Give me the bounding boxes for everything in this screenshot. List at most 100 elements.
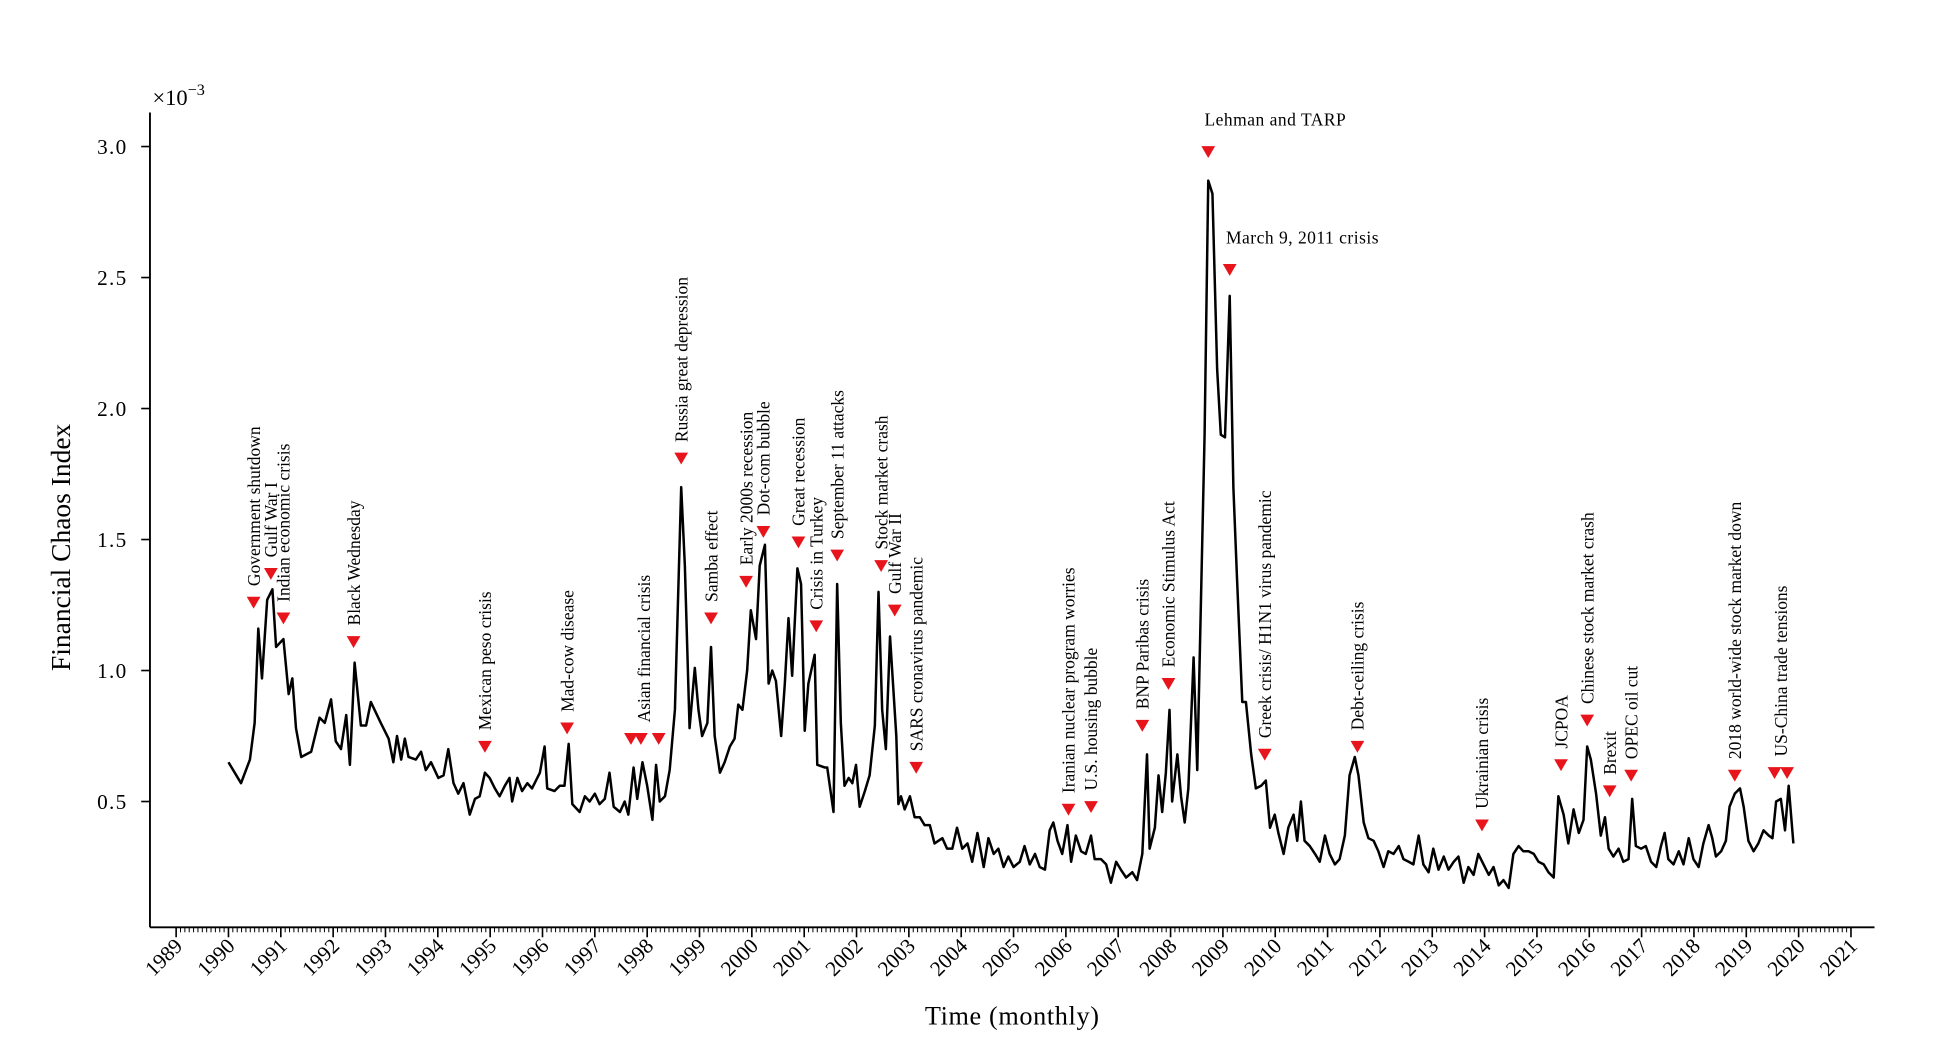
x-tick-label: 2014 bbox=[1449, 934, 1496, 981]
y-tick-label: 1.5 bbox=[97, 528, 127, 552]
x-tick-label: 2010 bbox=[1239, 934, 1286, 981]
event-label: Great recession bbox=[789, 417, 809, 526]
x-tick-label: 2021 bbox=[1815, 934, 1862, 981]
x-tick-label: 2013 bbox=[1396, 934, 1443, 981]
y-multiplier-exponent: −3 bbox=[188, 81, 205, 99]
event-label: Iranian nuclear program worries bbox=[1059, 567, 1079, 793]
event-label: Economic Stimulus Act bbox=[1159, 501, 1179, 667]
event-label: Early 2000s recession bbox=[736, 412, 756, 566]
event-marker bbox=[1061, 803, 1076, 816]
event-marker bbox=[791, 536, 806, 549]
event-label: Greek crisis/ H1N1 virus pandemic bbox=[1255, 490, 1275, 738]
event-label: Chinese stock market crash bbox=[1577, 512, 1597, 704]
event-label: Asian financial crisis bbox=[634, 575, 654, 723]
event-label: JCPOA bbox=[1551, 695, 1571, 749]
event-marker bbox=[674, 452, 689, 465]
y-axis-label: Financial Chaos Index bbox=[46, 423, 76, 671]
event-marker bbox=[1084, 801, 1098, 814]
x-tick-label: 1998 bbox=[611, 934, 658, 981]
event-marker bbox=[634, 733, 648, 745]
event-label: Black Wednesday bbox=[344, 500, 364, 625]
event-label: Mexican peso crisis bbox=[475, 591, 495, 730]
event-marker bbox=[1257, 748, 1272, 761]
x-tick-label: 2002 bbox=[821, 934, 868, 981]
x-tick-label: 1999 bbox=[664, 934, 711, 981]
event-label: Russia great depression bbox=[671, 277, 691, 442]
event-label: Samba effect bbox=[701, 510, 721, 602]
event-marker bbox=[263, 567, 278, 580]
x-tick-label: 2000 bbox=[716, 934, 763, 981]
x-tick-label: 2011 bbox=[1292, 934, 1338, 980]
y-tick-label: 2.0 bbox=[97, 397, 127, 421]
event-label: Indian economic crisis bbox=[274, 443, 294, 601]
event-marker bbox=[246, 596, 261, 609]
y-multiplier: ×10−3 bbox=[152, 81, 204, 110]
x-tick-label: 2012 bbox=[1344, 934, 1391, 981]
event-marker bbox=[276, 612, 291, 625]
event-label: OPEC oil cut bbox=[1621, 666, 1641, 759]
x-tick-label: 1992 bbox=[297, 934, 344, 981]
x-tick-label: 1991 bbox=[245, 934, 292, 981]
event-marker bbox=[909, 761, 924, 774]
event-marker bbox=[756, 526, 771, 538]
x-tick-label: 2008 bbox=[1135, 934, 1182, 981]
x-tick-label: 1993 bbox=[350, 934, 397, 981]
event-marker bbox=[1602, 785, 1617, 798]
x-tick-label: 2001 bbox=[768, 934, 815, 981]
event-marker bbox=[1554, 759, 1568, 772]
event-marker bbox=[1135, 719, 1150, 732]
event-label: Stock market crash bbox=[871, 415, 891, 549]
event-marker bbox=[874, 560, 889, 572]
x-tick-label: 1997 bbox=[559, 934, 606, 981]
event-label: U.S. housing bubble bbox=[1081, 647, 1101, 790]
event-label: 2018 world-wide stock market down bbox=[1725, 501, 1745, 759]
event-label: Dot-com bubble bbox=[754, 401, 774, 515]
event-label: US-China trade tensions bbox=[1771, 585, 1791, 756]
event-label: Debt-ceiling crisis bbox=[1348, 601, 1368, 730]
x-tick-label: 2016 bbox=[1553, 934, 1600, 981]
event-marker bbox=[1780, 767, 1794, 779]
event-label: Gulf War II bbox=[885, 513, 905, 594]
x-tick-label: 1995 bbox=[454, 934, 501, 981]
event-marker bbox=[704, 612, 718, 625]
data-line bbox=[227, 179, 1795, 890]
event-marker bbox=[739, 575, 753, 588]
x-tick-label: 2019 bbox=[1710, 934, 1757, 981]
event-marker bbox=[478, 740, 492, 753]
event-label: SARS cronavirus pandemic bbox=[906, 557, 926, 751]
x-tick-label: 2005 bbox=[978, 934, 1025, 981]
event-marker bbox=[1580, 714, 1595, 727]
event-marker bbox=[1475, 819, 1489, 832]
y-tick-label: 3.0 bbox=[97, 135, 127, 159]
x-tick-label: 2006 bbox=[1030, 934, 1077, 981]
x-tick-label: 1989 bbox=[140, 934, 187, 981]
x-tick-label: 1994 bbox=[402, 934, 449, 981]
event-marker bbox=[1201, 146, 1216, 159]
event-marker bbox=[830, 549, 845, 562]
x-tick-label: 2015 bbox=[1501, 934, 1548, 981]
y-tick-label: 0.5 bbox=[97, 790, 127, 814]
x-tick-label: 2018 bbox=[1658, 934, 1705, 981]
event-marker bbox=[560, 722, 574, 735]
event-label: September 11 attacks bbox=[827, 390, 847, 539]
event-label: Mad-cow disease bbox=[557, 590, 577, 712]
event-marker bbox=[887, 604, 902, 617]
y-tick-label: 1.0 bbox=[97, 659, 127, 683]
x-axis-label: Time (monthly) bbox=[925, 1002, 1100, 1031]
y-multiplier-base: ×10 bbox=[152, 85, 187, 110]
event-label: Brexit bbox=[1600, 731, 1620, 775]
x-tick-label: 1996 bbox=[507, 934, 554, 981]
event-label: BNP Paribas crisis bbox=[1133, 579, 1153, 710]
event-label: Ukrainian crisis bbox=[1472, 697, 1492, 808]
x-tick-label: 2004 bbox=[925, 934, 972, 981]
x-tick-label: 1990 bbox=[193, 934, 240, 981]
event-marker bbox=[809, 620, 824, 633]
x-tick-label: 2020 bbox=[1763, 934, 1810, 981]
event-marker bbox=[1727, 769, 1742, 782]
y-tick-label: 2.5 bbox=[97, 266, 127, 290]
x-tick-label: 2009 bbox=[1187, 934, 1234, 981]
event-label: Gulf War I bbox=[261, 482, 281, 557]
x-tick-label: 2017 bbox=[1606, 934, 1653, 981]
event-marker bbox=[1161, 677, 1176, 690]
event-label: Lehman and TARP bbox=[1204, 110, 1346, 130]
